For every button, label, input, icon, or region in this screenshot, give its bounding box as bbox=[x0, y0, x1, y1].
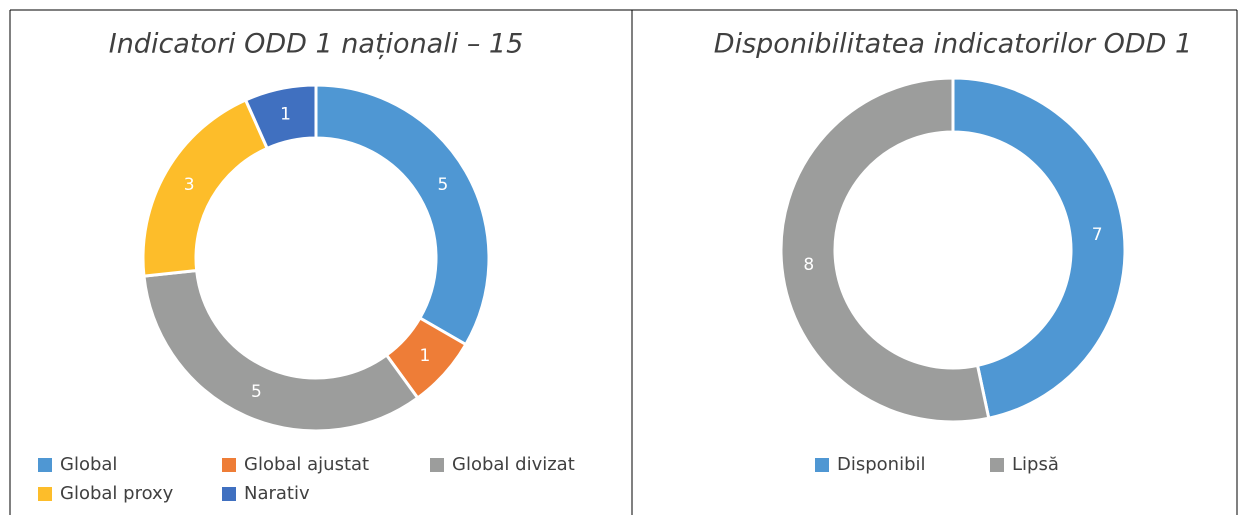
legend-swatch bbox=[38, 458, 52, 472]
legend-label: Global ajustat bbox=[244, 454, 369, 475]
legend-swatch bbox=[430, 458, 444, 472]
data-label: 8 bbox=[803, 255, 814, 275]
legend-swatch bbox=[222, 487, 236, 501]
donut-slice bbox=[951, 76, 1127, 421]
donut-slice bbox=[141, 97, 270, 278]
legend-label: Global proxy bbox=[60, 483, 174, 504]
legend-label: Global bbox=[60, 454, 117, 475]
legend-swatch bbox=[815, 458, 829, 472]
legend-label: Global divizat bbox=[452, 454, 575, 475]
chart-title: Indicatori ODD 1 naționali – 15 bbox=[109, 29, 524, 60]
legend-swatch bbox=[222, 458, 236, 472]
legend-swatch bbox=[38, 487, 52, 501]
data-label: 5 bbox=[251, 382, 262, 402]
donut-slice bbox=[243, 83, 318, 151]
donut-slice bbox=[779, 76, 991, 424]
data-label: 7 bbox=[1092, 225, 1103, 245]
data-label: 3 bbox=[184, 175, 195, 195]
legend-label: Lipsă bbox=[1012, 454, 1059, 475]
chart-title: Disponibilitatea indicatorilor ODD 1 bbox=[714, 29, 1192, 60]
legend-swatch bbox=[990, 458, 1004, 472]
data-label: 1 bbox=[280, 105, 291, 125]
donut-slice bbox=[314, 83, 491, 347]
donut-slice bbox=[142, 268, 420, 433]
legend-label: Disponibil bbox=[837, 454, 926, 475]
data-label: 5 bbox=[437, 175, 448, 195]
legend-label: Narativ bbox=[244, 483, 310, 504]
data-label: 1 bbox=[419, 346, 430, 366]
